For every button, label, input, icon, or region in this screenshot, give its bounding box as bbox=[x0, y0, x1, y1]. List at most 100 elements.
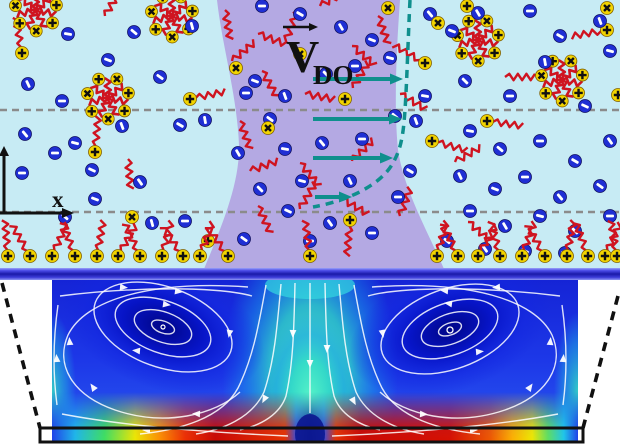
negative-ion bbox=[278, 142, 292, 156]
ion-body bbox=[175, 0, 187, 4]
positive-ion bbox=[492, 28, 505, 42]
positive-ion bbox=[515, 249, 529, 263]
minus-sign bbox=[280, 147, 290, 151]
diffusio-osmosis-column bbox=[204, 0, 444, 269]
micelle bbox=[535, 54, 589, 108]
positive-ion bbox=[46, 16, 59, 30]
polymer-chain bbox=[103, 0, 122, 17]
plus-sign bbox=[178, 251, 188, 261]
right-vortex-center-marker bbox=[446, 326, 454, 334]
micelle-core-chain bbox=[107, 94, 130, 106]
plus-sign bbox=[600, 251, 610, 261]
velocity-label-group: V DO bbox=[283, 23, 354, 90]
minus-sign bbox=[326, 219, 334, 227]
minus-sign bbox=[596, 182, 604, 190]
plus-sign bbox=[453, 251, 463, 261]
positive-ion bbox=[611, 88, 620, 102]
positive-ion bbox=[460, 0, 474, 13]
positive-ion bbox=[186, 4, 199, 18]
micelle bbox=[451, 14, 505, 68]
positive-ion bbox=[430, 249, 444, 263]
top-panel: x V DO bbox=[0, 0, 620, 280]
minus-sign bbox=[104, 57, 112, 63]
streamline-arrowhead bbox=[53, 354, 61, 363]
positive-ion bbox=[451, 249, 465, 263]
negative-ion bbox=[568, 154, 582, 168]
plus-sign bbox=[90, 147, 100, 157]
plus-sign bbox=[113, 251, 123, 261]
plus-sign bbox=[296, 50, 304, 58]
minus-sign bbox=[119, 122, 125, 130]
negative-ion bbox=[88, 192, 102, 206]
streamline bbox=[53, 304, 59, 406]
negative-ion bbox=[518, 170, 532, 184]
plus-sign bbox=[135, 251, 145, 261]
plus-sign bbox=[32, 27, 41, 35]
vortex-streamline bbox=[114, 296, 212, 358]
positive-ion bbox=[471, 249, 485, 263]
negative-ion bbox=[173, 118, 187, 132]
positive-ion bbox=[581, 249, 595, 263]
micelle-core-chain bbox=[107, 96, 120, 116]
plus-sign bbox=[473, 251, 483, 261]
positive-ion bbox=[535, 69, 548, 82]
surfactant-molecule bbox=[487, 220, 507, 263]
plus-sign bbox=[558, 97, 567, 105]
bottom-panel bbox=[0, 280, 620, 444]
negative-ion bbox=[253, 182, 267, 196]
plus-sign bbox=[195, 251, 205, 261]
plus-sign bbox=[434, 19, 442, 27]
surfactant-tail bbox=[194, 88, 226, 101]
minus-sign bbox=[149, 218, 155, 228]
vector-arrow-head bbox=[309, 23, 318, 31]
vortex-streamline bbox=[401, 298, 499, 360]
surfactant-tail bbox=[437, 139, 469, 154]
negative-ion bbox=[18, 127, 32, 141]
minus-sign bbox=[394, 195, 402, 199]
left-vortex-core bbox=[62, 280, 264, 396]
negative-ion bbox=[458, 74, 472, 88]
micelle-core-chain bbox=[476, 24, 494, 41]
streamline-arrowheads bbox=[53, 283, 567, 434]
plus-sign bbox=[113, 75, 121, 83]
particle-layer bbox=[9, 0, 620, 260]
positive-ion bbox=[221, 249, 235, 263]
plus-sign bbox=[340, 94, 350, 104]
positive-ion bbox=[338, 92, 352, 106]
negative-ion bbox=[493, 142, 507, 156]
vector-overbar-arrow-icon bbox=[283, 23, 318, 31]
negative-ion bbox=[365, 226, 379, 240]
streamline-arrowhead bbox=[559, 354, 567, 363]
positive-ion bbox=[68, 249, 82, 263]
streamline-arrowhead bbox=[174, 287, 183, 295]
positive-ion bbox=[539, 86, 553, 100]
plus-sign bbox=[104, 115, 113, 123]
surfactant-molecule bbox=[301, 219, 317, 263]
surfactant-molecule bbox=[204, 226, 235, 263]
positive-ion bbox=[600, 1, 614, 15]
minus-sign bbox=[130, 28, 138, 36]
do-velocity-arrowhead bbox=[390, 73, 403, 85]
plus-sign bbox=[578, 70, 587, 80]
negative-ion bbox=[295, 174, 309, 188]
negative-ion bbox=[237, 232, 251, 246]
z-axis-arrowhead bbox=[0, 146, 9, 156]
streamline-arrowhead bbox=[525, 383, 533, 392]
surfactant-molecule bbox=[425, 134, 469, 154]
plus-sign bbox=[120, 106, 129, 116]
plus-sign bbox=[464, 16, 473, 26]
negative-ion bbox=[471, 6, 485, 20]
minus-sign bbox=[297, 178, 307, 184]
polymer-chain bbox=[222, 9, 234, 41]
plus-sign bbox=[151, 25, 160, 34]
surfactant-molecule bbox=[45, 221, 70, 263]
negative-ion bbox=[55, 94, 69, 108]
positive-ion bbox=[564, 54, 578, 68]
surfactant-molecule bbox=[471, 222, 498, 263]
positive-ion bbox=[538, 249, 552, 263]
micelle-core-chain bbox=[153, 2, 173, 18]
streamline-arrowhead bbox=[192, 410, 201, 418]
plus-sign bbox=[25, 251, 35, 261]
surfactant-molecule bbox=[560, 219, 577, 263]
surfactant-molecule bbox=[159, 226, 190, 263]
